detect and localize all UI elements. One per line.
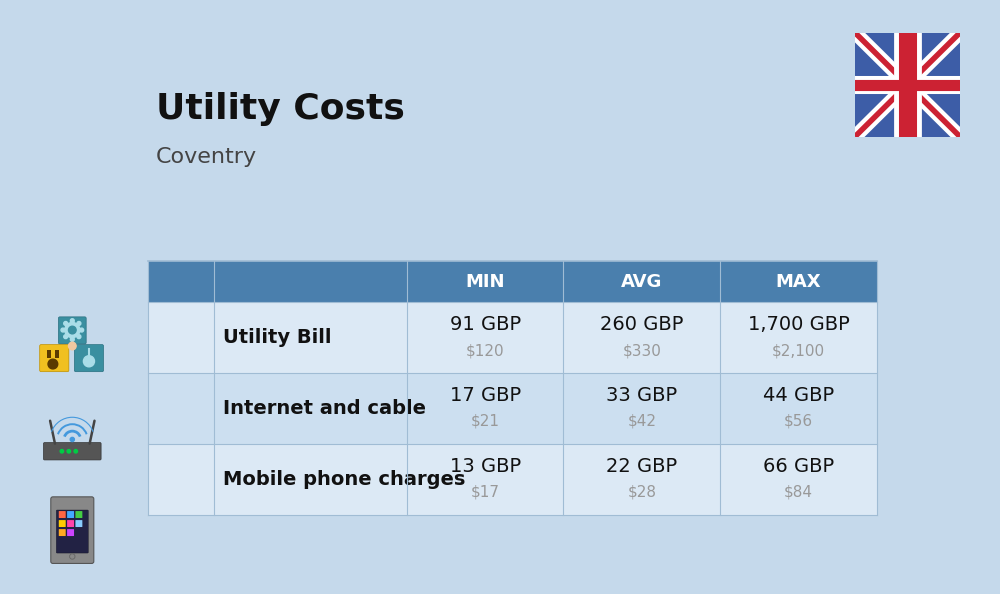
Circle shape (71, 555, 74, 558)
FancyBboxPatch shape (59, 511, 66, 518)
Circle shape (68, 342, 76, 350)
Text: $21: $21 (471, 414, 500, 429)
Polygon shape (855, 33, 960, 137)
Text: $84: $84 (784, 485, 813, 500)
FancyBboxPatch shape (720, 302, 877, 373)
Text: AVG: AVG (621, 273, 662, 290)
Text: $2,100: $2,100 (772, 343, 825, 358)
Circle shape (77, 321, 81, 326)
Text: $17: $17 (471, 485, 500, 500)
Text: $330: $330 (622, 343, 661, 358)
FancyBboxPatch shape (67, 529, 74, 536)
Circle shape (70, 437, 74, 441)
FancyBboxPatch shape (407, 302, 563, 373)
Circle shape (65, 323, 80, 337)
FancyBboxPatch shape (47, 350, 51, 359)
FancyBboxPatch shape (40, 345, 69, 372)
Text: Coventry: Coventry (156, 147, 257, 167)
Circle shape (64, 335, 68, 339)
Circle shape (80, 328, 84, 332)
Text: 17 GBP: 17 GBP (450, 386, 521, 405)
FancyBboxPatch shape (214, 261, 407, 302)
Circle shape (70, 319, 74, 323)
Text: $56: $56 (784, 414, 813, 429)
FancyBboxPatch shape (75, 520, 82, 527)
Text: Mobile phone charges: Mobile phone charges (223, 470, 465, 489)
FancyBboxPatch shape (67, 520, 74, 527)
Text: 1,700 GBP: 1,700 GBP (748, 315, 849, 334)
Circle shape (68, 326, 76, 334)
FancyBboxPatch shape (563, 444, 720, 515)
Text: Utility Bill: Utility Bill (223, 328, 332, 347)
FancyBboxPatch shape (148, 302, 214, 373)
FancyBboxPatch shape (720, 261, 877, 302)
Text: Utility Costs: Utility Costs (156, 92, 405, 126)
Text: 22 GBP: 22 GBP (606, 457, 677, 476)
Circle shape (70, 554, 75, 559)
Text: 66 GBP: 66 GBP (763, 457, 834, 476)
FancyBboxPatch shape (407, 444, 563, 515)
Circle shape (48, 359, 58, 369)
Circle shape (70, 337, 74, 342)
Text: 91 GBP: 91 GBP (450, 315, 521, 334)
FancyBboxPatch shape (214, 373, 407, 444)
Circle shape (60, 450, 64, 453)
FancyBboxPatch shape (59, 529, 66, 536)
Text: Internet and cable: Internet and cable (223, 399, 426, 418)
Text: $120: $120 (466, 343, 504, 358)
FancyBboxPatch shape (56, 510, 88, 553)
FancyBboxPatch shape (58, 317, 86, 344)
Circle shape (83, 356, 94, 367)
FancyBboxPatch shape (563, 373, 720, 444)
FancyBboxPatch shape (720, 373, 877, 444)
Text: 13 GBP: 13 GBP (450, 457, 521, 476)
Circle shape (77, 335, 81, 339)
Text: MAX: MAX (776, 273, 821, 290)
Text: 260 GBP: 260 GBP (600, 315, 683, 334)
FancyBboxPatch shape (563, 302, 720, 373)
FancyBboxPatch shape (67, 511, 74, 518)
Text: 33 GBP: 33 GBP (606, 386, 677, 405)
FancyBboxPatch shape (407, 261, 563, 302)
FancyBboxPatch shape (55, 350, 59, 359)
FancyBboxPatch shape (148, 373, 214, 444)
FancyBboxPatch shape (407, 373, 563, 444)
Circle shape (64, 321, 68, 326)
FancyBboxPatch shape (51, 497, 94, 564)
Text: $28: $28 (627, 485, 656, 500)
FancyBboxPatch shape (563, 261, 720, 302)
FancyBboxPatch shape (44, 443, 101, 460)
FancyBboxPatch shape (74, 345, 104, 372)
Circle shape (61, 328, 65, 332)
Text: $42: $42 (627, 414, 656, 429)
FancyBboxPatch shape (214, 444, 407, 515)
Circle shape (67, 450, 71, 453)
FancyBboxPatch shape (148, 261, 214, 302)
FancyBboxPatch shape (720, 444, 877, 515)
Text: MIN: MIN (465, 273, 505, 290)
FancyBboxPatch shape (59, 520, 66, 527)
FancyBboxPatch shape (75, 511, 82, 518)
FancyBboxPatch shape (214, 302, 407, 373)
FancyBboxPatch shape (148, 444, 214, 515)
Circle shape (74, 450, 78, 453)
Text: 44 GBP: 44 GBP (763, 386, 834, 405)
